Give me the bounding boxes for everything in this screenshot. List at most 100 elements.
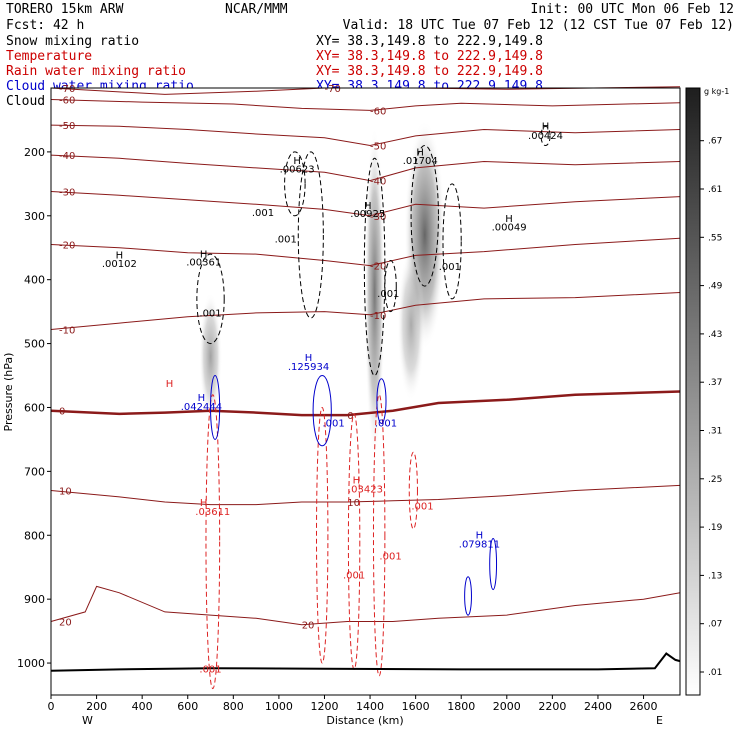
snow-label: .00361 (186, 258, 221, 269)
y-axis-label: Pressure (hPa) (2, 353, 15, 432)
snow-label: H (505, 214, 513, 225)
snow-label: .00424 (528, 131, 563, 142)
snow-label: .001 (377, 289, 399, 300)
snow-label: H (364, 201, 372, 212)
rain-contour (316, 406, 329, 664)
snow-label: .001 (439, 262, 461, 273)
x-tick-label: 2400 (584, 700, 612, 713)
snow-contour (540, 125, 551, 147)
snow-shade-cell (364, 126, 385, 459)
x-tick-label: 2600 (630, 700, 658, 713)
field-name: Rain water mixing ratio (6, 64, 186, 79)
cloud-water-label: H (198, 393, 206, 404)
snow-contour (410, 145, 439, 287)
rain-label: .001 (343, 571, 365, 582)
snow-label: H (116, 251, 124, 262)
snow-label: H (293, 156, 301, 167)
temperature-label: -10 (59, 326, 75, 337)
temperature-contour (50, 124, 681, 147)
rain-contour (408, 451, 418, 530)
colorbar-label: .25 (708, 475, 722, 485)
snow-contour (363, 157, 386, 377)
snow-label: .00049 (492, 222, 527, 233)
snow-contour (284, 151, 306, 217)
temperature-contour (50, 99, 681, 111)
snow-label: .00925 (350, 209, 385, 220)
temperature-label: -20 (59, 241, 75, 252)
snow-label: .001 (199, 309, 221, 320)
x-tick-label: 0 (48, 700, 55, 713)
rain-label: .03423 (348, 484, 383, 495)
snow-contour (196, 253, 225, 345)
colorbar: g kg-1 .01 .07 .13 .19 .25 .31 .37 .43 .49 .55 .61… (685, 87, 729, 696)
west-label: W (82, 714, 93, 727)
cloud-water-contours (210, 375, 498, 616)
temperature-contour (50, 585, 681, 626)
colorbar-label: .31 (708, 427, 722, 437)
temperature-label: -60 (59, 96, 75, 107)
colorbar-label: .07 (708, 620, 722, 630)
x-tick-label: 800 (223, 700, 244, 713)
temperature-label: 10 (347, 498, 360, 509)
snow-contour (297, 151, 324, 319)
snow-label: .01704 (403, 156, 438, 167)
contour-labels: H.00102H.00361.001.001.001H.00623H.00925… (102, 122, 563, 676)
x-tick-label: 1000 (265, 700, 293, 713)
snow-label: .001 (275, 235, 297, 246)
snow-contours (196, 125, 551, 377)
x-tick-label: 1600 (402, 700, 430, 713)
colorbar-label: .43 (708, 330, 722, 340)
snow-shade-cell (397, 247, 425, 402)
x-axis: 0 200 400 600 800 1000 1200 1400 1600 1800 2000 220… (48, 695, 658, 713)
y-tick-label: 300 (24, 210, 45, 223)
temperature-label: -30 (59, 188, 75, 199)
temperature-contour (50, 191, 681, 217)
temperature-contour (50, 154, 681, 182)
plot-area: -70 -70-60-60-50-50-40-40-30-30-20-20-10-… (50, 84, 681, 696)
rain-label: H (200, 498, 208, 509)
y-tick-label: 200 (24, 146, 45, 159)
valid-time: Valid: 18 UTC Tue 07 Feb 12 (12 CST Tue … (343, 18, 734, 33)
init-time: Init: 00 UTC Mon 06 Feb 12 (531, 2, 735, 17)
y-tick-label: 600 (24, 401, 45, 414)
model-title: TORERO 15km ARW (6, 2, 124, 17)
snow-label: H (416, 148, 424, 159)
temperature-label: 0 (59, 407, 65, 418)
x-tick-label: 2000 (493, 700, 521, 713)
cloud-water-contour (376, 378, 387, 424)
cloud-water-contour (210, 375, 221, 440)
forecast-hour: Fcst: 42 h (6, 18, 84, 33)
field-name: Snow mixing ratio (6, 34, 139, 49)
temperature-label: -50 (59, 121, 75, 132)
field-section: XY= 38.3,149.8 to 222.9,149.8 (316, 49, 543, 64)
cloud-water-label: .042444 (181, 402, 222, 413)
x-tick-label: 1800 (447, 700, 475, 713)
field-section: XY= 38.3,149.8 to 222.9,149.8 (316, 64, 543, 79)
snow-shade-cell (199, 292, 222, 421)
temperature-label: -30 (370, 212, 386, 223)
y-tick-label: 1000 (17, 657, 45, 670)
y-tick-label: 400 (24, 274, 45, 287)
snow-label: H (542, 122, 550, 133)
temperature-contour (50, 237, 681, 267)
x-axis-label: Distance (km) (326, 714, 403, 727)
cloud-water-contour (489, 537, 498, 591)
x-tick-label: 1400 (356, 700, 384, 713)
y-tick-label: 500 (24, 338, 45, 351)
temperature-label: -50 (370, 142, 386, 153)
colorbar-label: .49 (708, 282, 723, 292)
org-label: NCAR/MMM (225, 2, 288, 17)
x-tick-label: 600 (177, 700, 198, 713)
temperature-label: -40 (370, 177, 386, 188)
y-tick-label: 800 (24, 529, 45, 542)
cloud-water-label: .001 (322, 419, 344, 430)
cloud-water-label: .001 (375, 419, 397, 430)
x-tick-label: 1200 (310, 700, 338, 713)
terrain-line (50, 652, 681, 672)
temperature-label: 20 (59, 618, 72, 629)
x-tick-label: 200 (86, 700, 107, 713)
x-tick-label: 2200 (538, 700, 566, 713)
snow-contour (384, 260, 397, 313)
cloud-water-contour (312, 375, 332, 447)
